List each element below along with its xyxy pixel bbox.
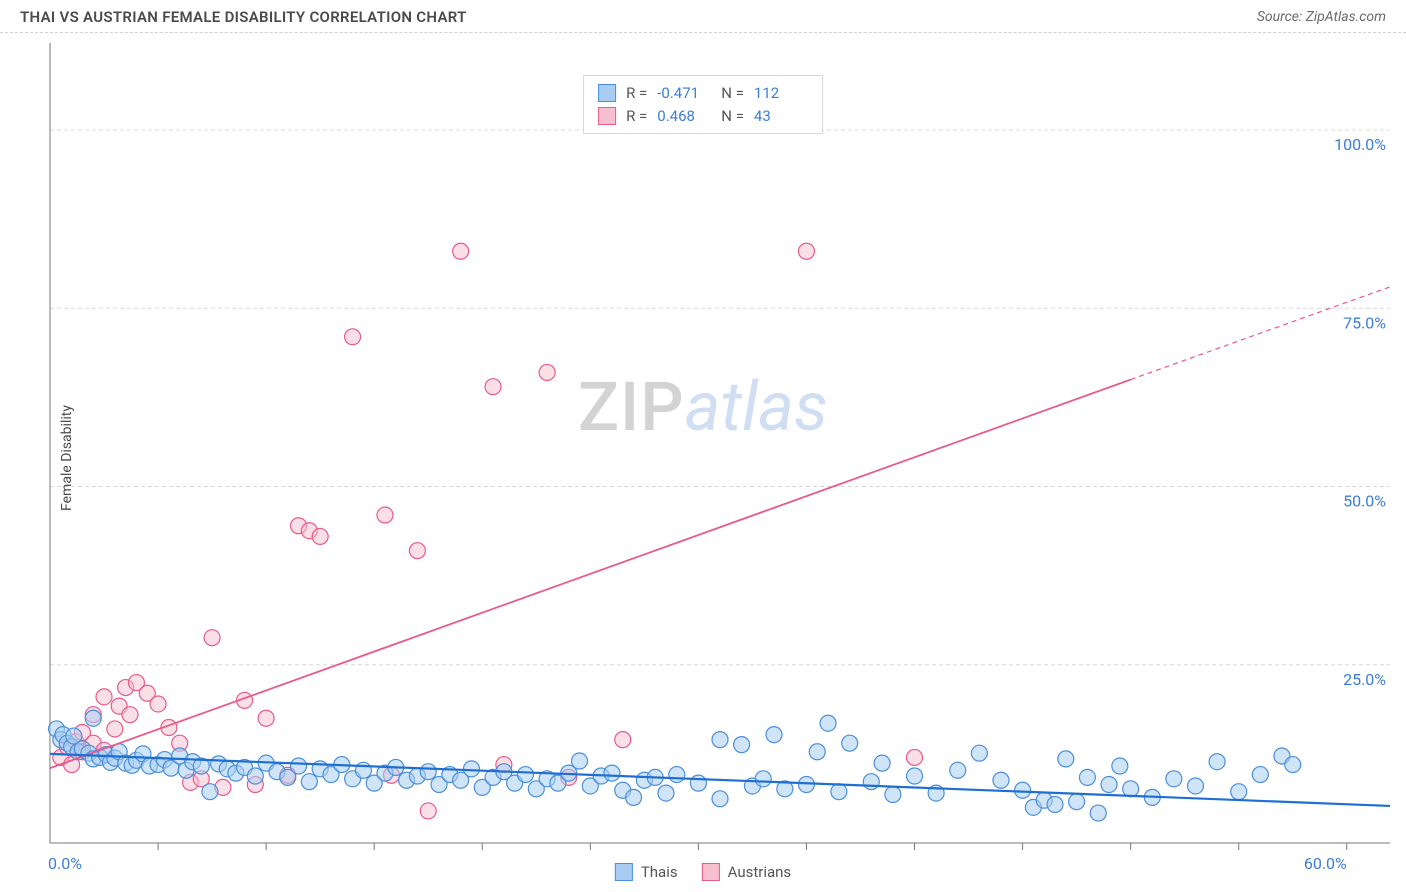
n-label: N =: [721, 82, 744, 105]
scatter-chart-svg: 25.0% 50.0% 75.0% 100.0% 0.0% 60.0%: [0, 33, 1406, 883]
legend-label: Thais: [641, 863, 678, 881]
swatch-austrians: [702, 863, 720, 881]
chart-header: THAI VS AUSTRIAN FEMALE DISABILITY CORRE…: [0, 0, 1406, 33]
svg-text:75.0%: 75.0%: [1343, 313, 1386, 332]
swatch-thais: [598, 84, 616, 102]
chart-source: Source: ZipAtlas.com: [1257, 9, 1386, 25]
legend-item-thais: Thais: [615, 863, 678, 881]
swatch-austrians: [598, 107, 616, 125]
svg-text:50.0%: 50.0%: [1343, 492, 1386, 511]
r-value: 0.468: [657, 105, 711, 128]
chart-area: Female Disability 25.0% 50.0% 75.0% 100.0% 0…: [0, 33, 1406, 883]
y-axis-label: Female Disability: [59, 405, 75, 511]
svg-text:25.0%: 25.0%: [1343, 670, 1386, 689]
swatch-thais: [615, 863, 633, 881]
n-label: N =: [721, 105, 744, 128]
svg-text:0.0%: 0.0%: [48, 854, 82, 873]
r-label: R =: [626, 105, 647, 128]
r-label: R =: [626, 82, 647, 105]
n-value: 112: [754, 82, 808, 105]
stats-legend: R = -0.471 N = 112 R = 0.468 N = 43: [583, 75, 823, 134]
stats-legend-row: R = 0.468 N = 43: [598, 105, 808, 128]
n-value: 43: [754, 105, 808, 128]
r-value: -0.471: [657, 82, 711, 105]
chart-title: THAI VS AUSTRIAN FEMALE DISABILITY CORRE…: [20, 8, 467, 26]
svg-text:100.0%: 100.0%: [1334, 135, 1386, 154]
series-legend: Thais Austrians: [615, 863, 791, 881]
stats-legend-row: R = -0.471 N = 112: [598, 82, 808, 105]
legend-label: Austrians: [728, 863, 792, 881]
legend-item-austrians: Austrians: [702, 863, 792, 881]
svg-text:60.0%: 60.0%: [1304, 854, 1347, 873]
